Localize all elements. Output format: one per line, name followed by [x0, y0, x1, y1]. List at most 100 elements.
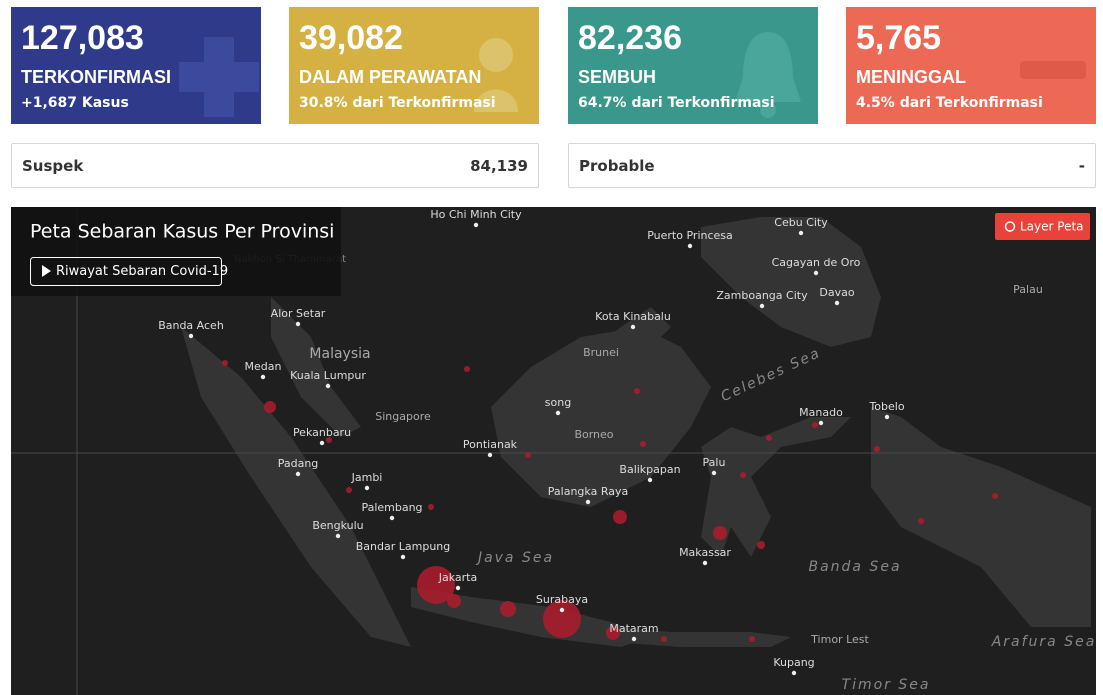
- layer-button-label[interactable]: Layer Peta: [1020, 220, 1084, 234]
- case-bubbles: [222, 360, 998, 642]
- place-dot: [364, 485, 370, 491]
- place-dot: [647, 477, 653, 483]
- sub: 4.5% dari Terkonfirmasi: [856, 95, 1043, 111]
- label: SEMBUH: [578, 67, 657, 87]
- place-label: Palu: [703, 456, 726, 469]
- place-label: Balikpapan: [619, 463, 680, 476]
- place-label: Bengkulu: [312, 519, 363, 532]
- label: DALAM PERAWATAN: [299, 67, 482, 87]
- place-label: Alor Setar: [271, 307, 326, 320]
- place-label: Padang: [278, 457, 319, 470]
- value: 127,083: [21, 19, 144, 57]
- place-label: Bandar Lampung: [356, 540, 451, 553]
- icon: [474, 38, 518, 112]
- place-dot: [487, 452, 493, 458]
- history-button-label[interactable]: Riwayat Sebaran Covid-19: [56, 264, 228, 279]
- label: Probable: [579, 157, 655, 175]
- place-label: Palembang: [361, 501, 422, 514]
- label: Suspek: [22, 157, 84, 175]
- place-label: Jambi: [351, 471, 383, 484]
- label: TERKONFIRMASI: [21, 67, 171, 87]
- place-dot: [295, 321, 301, 327]
- place-label: Kota Kinabalu: [595, 310, 671, 323]
- place-dot: [335, 533, 341, 539]
- sub: +1,687 Kasus: [21, 95, 129, 111]
- place-dot: [798, 230, 804, 236]
- place-label: Zamboanga City: [716, 289, 808, 302]
- place-dot: [702, 560, 708, 566]
- place-dot: [559, 607, 565, 613]
- sea-label: Arafura Sea: [991, 634, 1096, 650]
- place-label: Puerto Princesa: [647, 229, 733, 242]
- place-dot: [834, 300, 840, 306]
- value: -: [1078, 157, 1085, 175]
- value: 82,236: [578, 19, 682, 57]
- place-label: Ho Chi Minh City: [430, 208, 522, 221]
- place-label: Malaysia: [309, 346, 370, 362]
- place-dot: [389, 515, 395, 521]
- card-treated: 39,082 DALAM PERAWATAN 30.8% dari Terkon…: [289, 7, 539, 124]
- play-icon: [42, 265, 51, 277]
- place-label: Mataram: [609, 622, 658, 635]
- place-dot: [455, 585, 461, 591]
- place-label: Tobelo: [868, 400, 904, 413]
- place-dot: [818, 420, 824, 426]
- value: 5,765: [856, 19, 942, 57]
- place-dot: [555, 410, 561, 416]
- place-label: Jakarta: [438, 571, 477, 584]
- place-label: Banda Aceh: [158, 319, 224, 332]
- value: 39,082: [299, 19, 403, 57]
- place-label: Manado: [799, 406, 843, 419]
- map[interactable]: Ho Chi Minh City Puerto Princesa Cebu City…: [11, 207, 1096, 695]
- place-label: Makassar: [679, 546, 731, 559]
- place-label: Cagayan de Oro: [772, 256, 861, 269]
- place-dot: [585, 499, 591, 505]
- place-dot: [400, 554, 406, 560]
- map-title: Peta Sebaran Kasus Per Provinsi: [30, 221, 334, 243]
- land: [181, 217, 1091, 647]
- place-label: Singapore: [375, 410, 431, 423]
- label: MENINGGAL: [856, 67, 966, 87]
- icon: [179, 37, 259, 117]
- place-dot: [188, 333, 194, 339]
- sea-label: Java Sea: [475, 550, 554, 566]
- sea-label: Timor Sea: [842, 677, 931, 693]
- place-label: song: [545, 396, 571, 409]
- place-label: Medan: [245, 360, 282, 373]
- icon: [735, 32, 801, 118]
- place-dot: [473, 222, 479, 228]
- place-label: Pekanbaru: [293, 426, 351, 439]
- place-dot: [884, 414, 890, 420]
- place-label: Pontianak: [463, 438, 518, 451]
- place-label: Cebu City: [774, 216, 828, 229]
- place-dot: [325, 383, 331, 389]
- sub: 64.7% dari Terkonfirmasi: [578, 95, 775, 111]
- place-label: Surabaya: [536, 593, 588, 606]
- stat-probable: Probable -: [568, 143, 1096, 188]
- place-dot: [260, 374, 266, 380]
- place-dot: [630, 324, 636, 330]
- place-dot: [711, 470, 717, 476]
- value: 84,139: [470, 157, 528, 175]
- layer-button[interactable]: [995, 213, 1090, 240]
- place-dot: [631, 636, 637, 642]
- overlay: [11, 207, 341, 296]
- place-label: Timor Lest: [810, 633, 869, 646]
- sea-label: Banda Sea: [808, 559, 901, 575]
- place-dot: [791, 670, 797, 676]
- place-label: Brunei: [583, 346, 619, 359]
- place-label: Palangka Raya: [548, 485, 628, 498]
- place-label: Borneo: [574, 428, 613, 441]
- place-label: Kuala Lumpur: [290, 369, 366, 382]
- card-deaths: 5,765 MENINGGAL 4.5% dari Terkonfirmasi: [846, 7, 1096, 124]
- place-dot: [687, 243, 693, 249]
- icon: [1020, 61, 1086, 79]
- stat-suspect: Suspek 84,139: [11, 143, 539, 188]
- place-dot: [319, 440, 325, 446]
- card-confirmed: 127,083 TERKONFIRMASI +1,687 Kasus: [11, 7, 261, 124]
- place-label: Davao: [819, 286, 854, 299]
- place-dot: [813, 270, 819, 276]
- history-button[interactable]: [30, 257, 222, 286]
- place-label: Kupang: [773, 656, 814, 669]
- sub: 30.8% dari Terkonfirmasi: [299, 95, 496, 111]
